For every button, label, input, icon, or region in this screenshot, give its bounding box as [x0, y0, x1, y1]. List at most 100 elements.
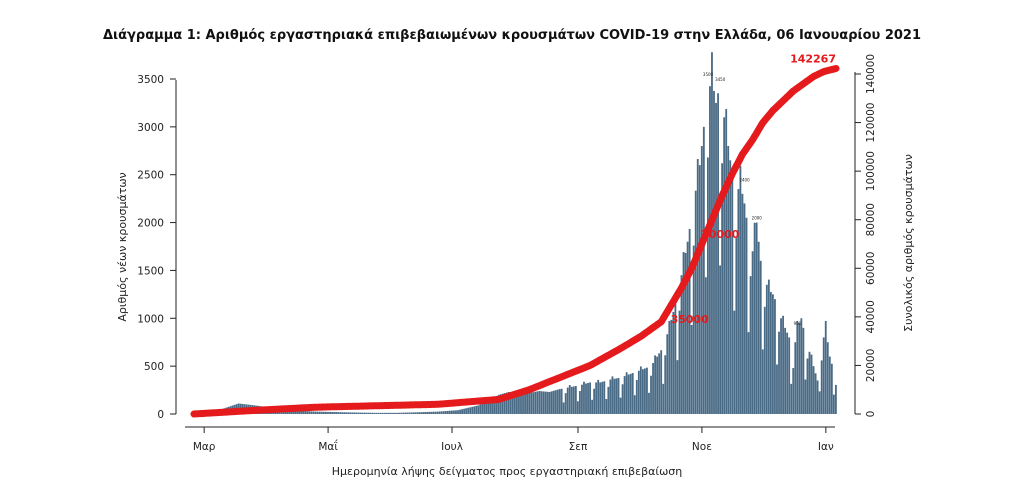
- daily-cases-bar: [298, 410, 301, 414]
- daily-cases-bar: [576, 401, 579, 414]
- daily-cases-bar: [493, 396, 496, 414]
- daily-cases-bar: [385, 412, 388, 414]
- daily-cases-bar: [327, 411, 329, 414]
- x-tick-label: Ιαν: [818, 441, 834, 453]
- daily-cases-bar: [733, 310, 736, 414]
- daily-cases-bar: [832, 394, 835, 414]
- daily-cases-bar: [767, 279, 770, 414]
- daily-cases-bar: [448, 410, 451, 414]
- daily-cases-bar: [778, 331, 780, 414]
- daily-cases-bar: [672, 311, 675, 414]
- daily-cases-bar: [351, 412, 354, 414]
- daily-cases-bar: [402, 412, 405, 414]
- daily-cases-bar: [489, 399, 492, 414]
- y-tick-label: 3000: [137, 122, 164, 134]
- daily-cases-bar: [753, 222, 756, 414]
- y2-tick-label: 60000: [865, 252, 877, 285]
- daily-cases-bar: [780, 318, 782, 414]
- daily-cases-bar: [457, 410, 459, 414]
- daily-cases-bar: [312, 411, 315, 414]
- daily-cases-bar: [536, 391, 539, 414]
- y-tick-label: 2500: [137, 170, 164, 182]
- daily-cases-bar: [719, 265, 722, 414]
- daily-cases-bar: [524, 394, 526, 414]
- y-axis-ticks: 0 500 1000 1500 2000 2500 3000 3500: [137, 74, 176, 421]
- daily-cases-bar: [680, 275, 683, 414]
- daily-cases-bar: [485, 401, 488, 414]
- daily-cases-bar: [520, 395, 522, 414]
- daily-cases-bar: [637, 370, 640, 414]
- daily-cases-bar: [432, 411, 435, 414]
- daily-cases-bar: [463, 408, 466, 414]
- daily-cases-bar: [353, 412, 356, 414]
- daily-cases-bar: [784, 327, 787, 414]
- daily-cases-bar: [666, 334, 669, 414]
- daily-cases-bar: [607, 386, 610, 414]
- bar-value-label: 900: [794, 321, 802, 326]
- daily-cases-bar: [455, 410, 457, 414]
- daily-cases-bar: [617, 378, 620, 414]
- daily-cases-bar: [426, 411, 429, 414]
- daily-cases-bar: [751, 251, 754, 414]
- y-axis-label: Αριθμός νέων κρουσμάτων: [116, 172, 129, 321]
- daily-cases-bar: [568, 385, 571, 414]
- daily-cases-bar: [532, 392, 535, 414]
- daily-cases-bar: [349, 412, 352, 414]
- daily-cases-bar: [625, 372, 628, 414]
- bars-group: [192, 52, 837, 415]
- daily-cases-bar: [676, 360, 679, 414]
- cumulative-annotation: 142267: [790, 52, 836, 65]
- y-tick-label: 0: [157, 409, 164, 421]
- daily-cases-bar: [430, 411, 433, 414]
- daily-cases-bar: [442, 411, 445, 414]
- daily-cases-bar: [816, 380, 819, 414]
- daily-cases-bar: [467, 407, 470, 414]
- daily-cases-bar: [747, 332, 750, 414]
- daily-cases-bar: [390, 412, 392, 414]
- daily-cases-bar: [684, 252, 687, 414]
- daily-cases-bar: [359, 412, 362, 414]
- daily-cases-bar: [379, 412, 382, 414]
- daily-cases-bar: [820, 360, 823, 414]
- daily-cases-bar: [830, 363, 833, 414]
- daily-cases-bar: [745, 217, 748, 414]
- daily-cases-bar: [743, 203, 746, 414]
- daily-cases-bar: [765, 284, 768, 414]
- daily-cases-bar: [310, 411, 313, 414]
- daily-cases-bar: [641, 369, 644, 414]
- daily-cases-bar: [518, 395, 520, 414]
- daily-cases-bar: [812, 366, 815, 414]
- daily-cases-bar: [316, 411, 319, 414]
- y-tick-label: 3500: [137, 74, 164, 86]
- daily-cases-bar: [408, 412, 411, 414]
- y-tick-label: 2000: [137, 218, 164, 230]
- daily-cases-bar: [670, 319, 673, 414]
- daily-cases-bar: [369, 412, 372, 414]
- daily-cases-bar: [509, 392, 512, 414]
- daily-cases-bar: [477, 405, 480, 414]
- x-tick-label: Σεπ: [569, 441, 588, 453]
- daily-cases-bar: [660, 350, 663, 414]
- daily-cases-bar: [627, 374, 630, 414]
- daily-cases-bar: [418, 412, 421, 414]
- daily-cases-bar: [648, 392, 650, 414]
- daily-cases-bar: [365, 412, 368, 414]
- daily-cases-bar: [343, 412, 346, 414]
- daily-cases-bar: [763, 306, 766, 414]
- daily-cases-bar: [422, 412, 425, 414]
- daily-cases-bar: [392, 412, 394, 414]
- daily-cases-bar: [554, 390, 557, 414]
- daily-cases-bar: [540, 391, 543, 414]
- daily-cases-bar: [341, 412, 344, 414]
- daily-cases-bar: [631, 373, 634, 414]
- daily-cases-bar: [453, 410, 455, 414]
- daily-cases-bar: [696, 159, 699, 414]
- daily-cases-bar: [552, 390, 555, 414]
- daily-cases-bar: [465, 408, 468, 414]
- daily-cases-bar: [308, 411, 311, 414]
- daily-cases-bar: [686, 241, 689, 414]
- daily-cases-bar: [544, 391, 547, 414]
- y2-axis-ticks: 0 20000 40000 60000 80000 100000 120000 140000: [855, 54, 877, 417]
- daily-cases-bar: [729, 160, 732, 414]
- daily-cases-bar: [615, 378, 618, 414]
